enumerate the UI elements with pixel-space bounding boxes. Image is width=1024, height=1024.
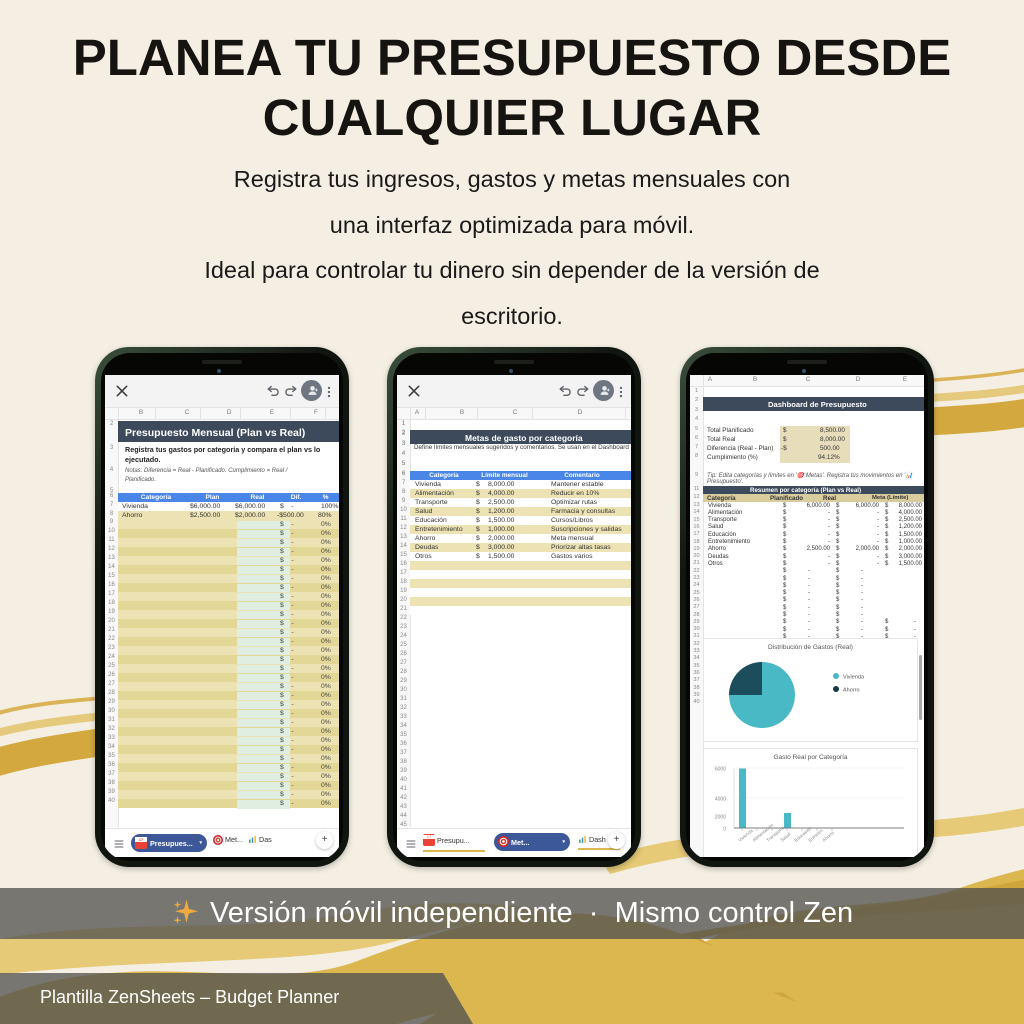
svg-text:2000: 2000 <box>715 815 726 821</box>
svg-text:6000: 6000 <box>715 767 726 773</box>
svg-text:Vivienda: Vivienda <box>843 675 865 681</box>
svg-text:Ahorro: Ahorro <box>843 688 860 694</box>
svg-text:Salud: Salud <box>779 831 791 843</box>
svg-text:4000: 4000 <box>715 797 726 803</box>
svg-text:0: 0 <box>723 827 726 833</box>
